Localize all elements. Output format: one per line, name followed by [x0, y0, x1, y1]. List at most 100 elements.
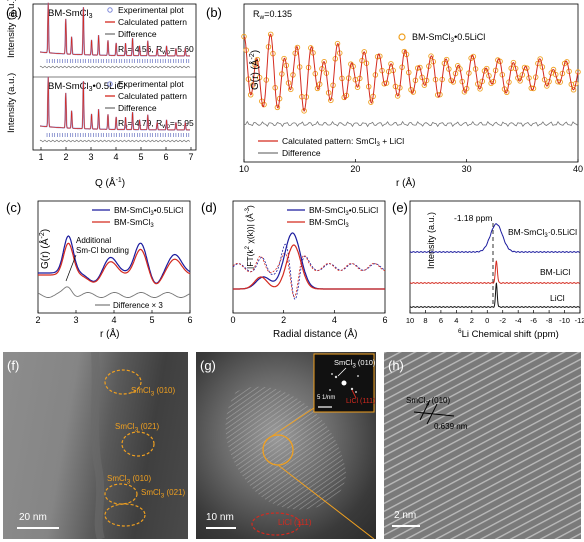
d-ft-curves	[232, 232, 386, 300]
svg-text:BM-SmCl3•0.5LiCl: BM-SmCl3•0.5LiCl	[309, 205, 378, 217]
h-scale-label: 2 nm	[394, 510, 417, 521]
c-annot-arrow	[65, 254, 77, 282]
svg-text:1: 1	[38, 152, 43, 162]
svg-text:BM-SmCl3: BM-SmCl3	[309, 217, 349, 229]
f-annot-3: SmCl3 (021)	[141, 488, 186, 500]
b-rw: Rw=0.135	[253, 9, 292, 21]
svg-text:-6: -6	[530, 316, 537, 325]
b-legend-bottom: Calculated pattern: SmCl3 + LiCl Differe…	[258, 136, 404, 158]
panel-a: (a) BM-SmCl3 Experimental plot Calculate…	[6, 0, 197, 189]
panel-d-label: (d)	[201, 200, 217, 215]
svg-text:Difference: Difference	[118, 103, 157, 113]
panel-e: (e) -1.18 ppm BM-SmCl3·0.5LiCl BM-LiCl L…	[392, 200, 584, 340]
svg-text:2: 2	[281, 315, 286, 325]
svg-text:4: 4	[113, 152, 118, 162]
svg-text:5: 5	[138, 152, 143, 162]
svg-text:Experimental plot: Experimental plot	[118, 5, 184, 15]
a-top-title: BM-SmCl3	[48, 8, 93, 20]
b-xlabel: r (Å)	[396, 176, 415, 189]
panel-h-label: (h)	[388, 358, 404, 373]
panel-b: (b) Rw=0.135 BM-SmCl3•0.5LiCl Calculated…	[206, 3, 583, 189]
a-xticks: 1 2 3 4 5 6 7	[38, 147, 194, 162]
panel-f-tem: (f) SmCl3 (010) SmCl3 (021) SmCl3 (010) …	[3, 352, 188, 539]
e-series-0: BM-SmCl3·0.5LiCl	[508, 227, 577, 239]
svg-text:2: 2	[470, 316, 474, 325]
g-fft-annot-2: LiCl (111)	[346, 398, 376, 405]
panel-a-label: (a)	[6, 5, 22, 20]
panel-b-label: (b)	[206, 5, 222, 20]
svg-text:Calculated pattern: SmCl3 + Li: Calculated pattern: SmCl3 + LiCl	[282, 136, 404, 148]
svg-text:Experimental plot: Experimental plot	[118, 79, 184, 89]
f-annot-0: SmCl3 (010)	[131, 386, 176, 398]
e-series-1: BM-LiCl	[540, 267, 570, 277]
c-pdf-curves	[37, 235, 191, 298]
svg-text:6: 6	[163, 152, 168, 162]
svg-text:4: 4	[332, 315, 337, 325]
e-ylabel: Intensity (a.u.)	[426, 212, 436, 269]
d-legend: BM-SmCl3•0.5LiCl BM-SmCl3	[287, 205, 378, 229]
svg-text:30: 30	[462, 164, 472, 174]
svg-text:6: 6	[382, 315, 387, 325]
b-xticks: 10 20 30 40	[239, 159, 583, 174]
svg-text:8: 8	[423, 316, 427, 325]
c-ylabel: G(r) (Å-2)	[38, 229, 51, 269]
a-xlabel: Q (Å-1)	[95, 176, 125, 189]
svg-text:-8: -8	[546, 316, 553, 325]
a-top-pattern	[39, 2, 191, 69]
a-ylabel-top: Intensity (a.u.)	[6, 0, 17, 58]
a-bottom-legend: Experimental plot Calculated pattern Dif…	[105, 79, 194, 130]
panel-e-label: (e)	[392, 200, 408, 215]
g-fft-scale: 5 1/nm	[317, 395, 336, 401]
a-ylabel-bottom: Intensity (a.u.)	[6, 73, 17, 133]
panel-c-label: (c)	[6, 200, 21, 215]
h-annot: SmCl3 (010)	[406, 396, 451, 408]
g-annot-licl: LiCl (111)	[278, 518, 312, 527]
c-xticks: 2 3 4 5 6	[35, 310, 193, 325]
panel-g-tem: (g) SmCl3 (010) LiCl (111) 5 1/nm LiCl (…	[196, 352, 376, 539]
f-annot-1: SmCl3 (021)	[115, 422, 160, 434]
a-bottom-pattern	[39, 76, 191, 143]
e-xlabel: 6Li Chemical shift (ppm)	[458, 328, 559, 340]
h-spacing: 0.639 nm	[434, 422, 468, 431]
svg-text:BM-SmCl3: BM-SmCl3	[114, 217, 154, 229]
svg-text:10: 10	[406, 316, 414, 325]
svg-text:BM-SmCl3•0.5LiCl: BM-SmCl3•0.5LiCl	[114, 205, 183, 217]
svg-text:2: 2	[63, 152, 68, 162]
g-scale-label: 10 nm	[206, 512, 234, 523]
c-legend: BM-SmCl3•0.5LiCl BM-SmCl3	[92, 205, 183, 229]
c-xlabel: r (Å)	[100, 327, 119, 340]
c-annot-1: Additional	[76, 236, 111, 245]
svg-text:4: 4	[111, 315, 116, 325]
e-nmr-spectra	[409, 223, 580, 308]
svg-text:Difference: Difference	[282, 148, 321, 158]
d-ylabel: |FT(k2 χ(k))| (Å-3)	[245, 205, 255, 269]
svg-text:6: 6	[187, 315, 192, 325]
svg-text:3: 3	[73, 315, 78, 325]
svg-text:-12: -12	[575, 316, 584, 325]
f-scale-label: 20 nm	[19, 512, 47, 523]
e-xticks: 10 8 6 4 2 0 -2 -4 -6 -8 -10 -12	[406, 310, 584, 325]
d-xlabel: Radial distance (Å)	[273, 327, 357, 340]
panel-d: (d) BM-SmCl3•0.5LiCl BM-SmCl3 0 2 4 6 Radia…	[201, 200, 388, 340]
svg-text:20: 20	[350, 164, 360, 174]
g-fft-annot-1: SmCl3 (010)	[334, 358, 376, 370]
panel-h-tem: (h) SmCl3 (010) 0.639 nm 2 nm	[384, 352, 581, 539]
panel-c: (c) BM-SmCl3•0.5LiCl BM-SmCl3 Additional…	[6, 200, 193, 340]
e-series-2: LiCl	[550, 293, 565, 303]
b-pdf-curve	[241, 31, 581, 128]
d-xticks: 0 2 4 6	[230, 310, 388, 325]
svg-text:7: 7	[188, 152, 193, 162]
a-top-legend: Experimental plot Calculated pattern Dif…	[105, 5, 194, 56]
svg-text:Calculated pattern: Calculated pattern	[118, 17, 187, 27]
svg-text:40: 40	[573, 164, 583, 174]
svg-text:2: 2	[35, 315, 40, 325]
panel-f-label: (f)	[7, 358, 20, 373]
b-legend-main: BM-SmCl3•0.5LiCl	[412, 32, 485, 44]
svg-text:-4: -4	[515, 316, 522, 325]
svg-text:10: 10	[239, 164, 249, 174]
svg-text:Difference: Difference	[118, 29, 157, 39]
svg-text:4: 4	[454, 316, 458, 325]
c-annot-2: Sm-Cl bonding	[76, 246, 129, 255]
svg-text:-10: -10	[559, 316, 570, 325]
svg-text:Calculated pattern: Calculated pattern	[118, 91, 187, 101]
